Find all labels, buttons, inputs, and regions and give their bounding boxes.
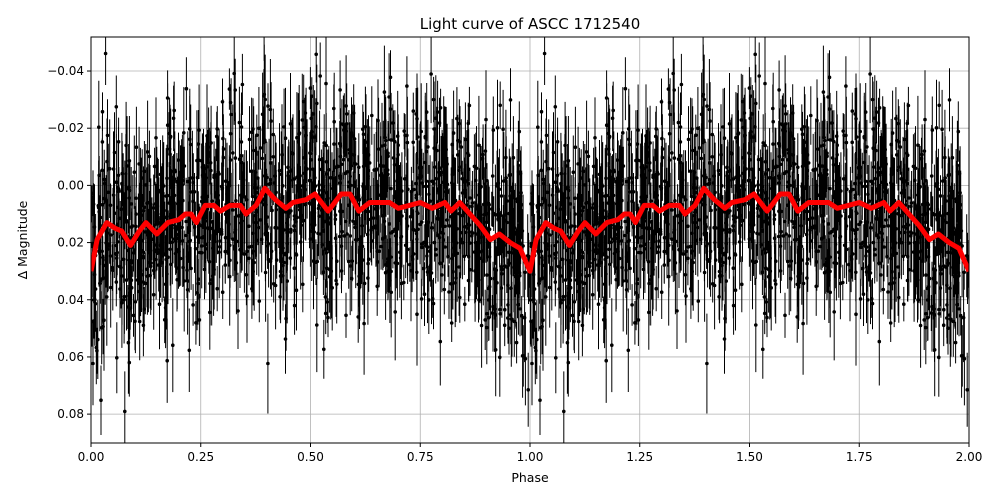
x-tick-label: 1.50 xyxy=(736,450,763,464)
x-tick-label: 2.00 xyxy=(956,450,983,464)
y-tick-label: 0.08 xyxy=(57,407,84,421)
x-axis-label: Phase xyxy=(511,470,549,485)
y-tick-label: −0.04 xyxy=(47,64,84,78)
y-axis-label: Δ Magnitude xyxy=(15,200,30,279)
x-tick-label: 1.25 xyxy=(626,450,653,464)
chart-title: Light curve of ASCC 1712540 xyxy=(420,15,641,33)
axis-ticks: 0.00 0.25 0.50 0.75 1.00 1.25 1.50 1.75 2.00 −0.0… xyxy=(47,64,982,464)
model-curve xyxy=(91,185,969,274)
y-tick-label: 0.04 xyxy=(57,293,84,307)
y-tick-label: 0.06 xyxy=(57,350,84,364)
y-tick-label: −0.02 xyxy=(47,121,84,135)
x-tick-label: 0.50 xyxy=(297,450,324,464)
x-tick-label: 0.25 xyxy=(187,450,214,464)
x-tick-label: 0.00 xyxy=(78,450,105,464)
data-points xyxy=(91,37,969,443)
y-tick-label: 0.02 xyxy=(57,236,84,250)
observation-points xyxy=(91,51,969,414)
x-tick-label: 1.75 xyxy=(846,450,873,464)
x-tick-label: 1.00 xyxy=(517,450,544,464)
y-tick-label: 0.00 xyxy=(57,178,84,192)
x-tick-label: 0.75 xyxy=(407,450,434,464)
